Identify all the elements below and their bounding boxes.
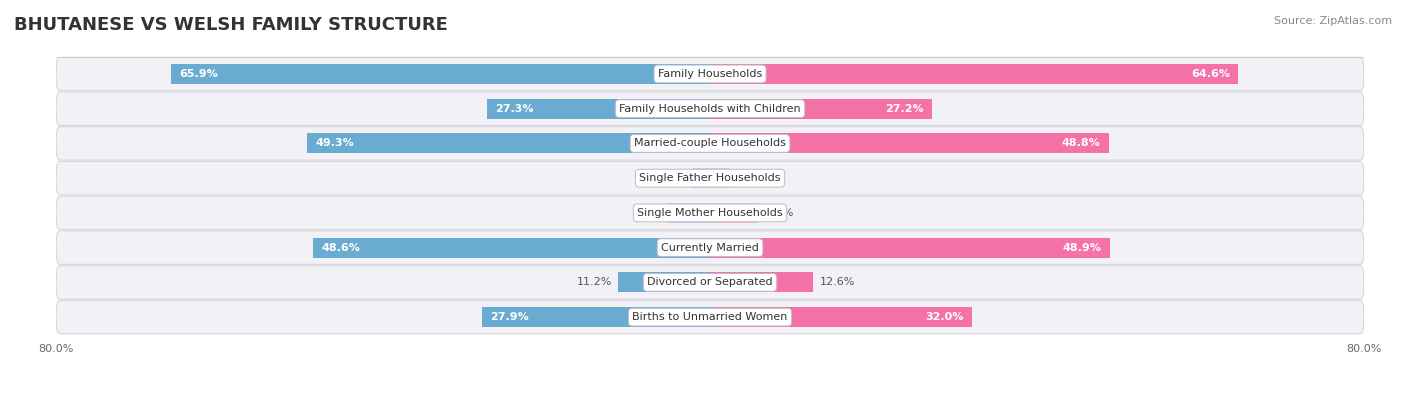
- Text: 27.2%: 27.2%: [886, 103, 924, 114]
- Bar: [710, 134, 1109, 154]
- FancyBboxPatch shape: [56, 196, 1364, 229]
- Bar: [486, 99, 710, 119]
- FancyBboxPatch shape: [56, 266, 1364, 299]
- Text: 11.2%: 11.2%: [576, 277, 612, 288]
- Text: Family Households: Family Households: [658, 69, 762, 79]
- FancyBboxPatch shape: [56, 57, 1364, 90]
- Text: 5.3%: 5.3%: [631, 208, 661, 218]
- FancyBboxPatch shape: [56, 301, 1364, 334]
- Text: 2.1%: 2.1%: [658, 173, 686, 183]
- Text: Currently Married: Currently Married: [661, 243, 759, 253]
- Text: 2.3%: 2.3%: [735, 173, 763, 183]
- Bar: [710, 168, 728, 188]
- Text: 27.3%: 27.3%: [495, 103, 534, 114]
- Bar: [710, 272, 813, 292]
- Text: 49.3%: 49.3%: [315, 138, 354, 149]
- Text: 65.9%: 65.9%: [180, 69, 218, 79]
- Text: Single Father Households: Single Father Households: [640, 173, 780, 183]
- Bar: [172, 64, 710, 84]
- Text: 48.6%: 48.6%: [321, 243, 360, 253]
- FancyBboxPatch shape: [56, 127, 1364, 160]
- Bar: [710, 99, 932, 119]
- FancyBboxPatch shape: [56, 92, 1364, 125]
- Text: Married-couple Households: Married-couple Households: [634, 138, 786, 149]
- FancyBboxPatch shape: [56, 231, 1364, 264]
- Text: Births to Unmarried Women: Births to Unmarried Women: [633, 312, 787, 322]
- Text: 32.0%: 32.0%: [925, 312, 963, 322]
- Bar: [482, 307, 710, 327]
- Text: 12.6%: 12.6%: [820, 277, 855, 288]
- Bar: [710, 237, 1109, 258]
- FancyBboxPatch shape: [56, 162, 1364, 195]
- Text: 48.8%: 48.8%: [1062, 138, 1101, 149]
- Bar: [666, 203, 710, 223]
- Bar: [710, 307, 972, 327]
- Text: Family Households with Children: Family Households with Children: [619, 103, 801, 114]
- Text: 5.9%: 5.9%: [765, 208, 793, 218]
- Legend: Bhutanese, Welsh: Bhutanese, Welsh: [631, 391, 789, 395]
- Bar: [307, 134, 710, 154]
- Text: Single Mother Households: Single Mother Households: [637, 208, 783, 218]
- Text: Source: ZipAtlas.com: Source: ZipAtlas.com: [1274, 16, 1392, 26]
- Text: BHUTANESE VS WELSH FAMILY STRUCTURE: BHUTANESE VS WELSH FAMILY STRUCTURE: [14, 16, 449, 34]
- Text: 27.9%: 27.9%: [491, 312, 529, 322]
- Bar: [314, 237, 710, 258]
- Bar: [619, 272, 710, 292]
- Bar: [710, 203, 758, 223]
- Text: 64.6%: 64.6%: [1191, 69, 1230, 79]
- Bar: [710, 64, 1237, 84]
- Text: 48.9%: 48.9%: [1063, 243, 1101, 253]
- Bar: [693, 168, 710, 188]
- Text: Divorced or Separated: Divorced or Separated: [647, 277, 773, 288]
